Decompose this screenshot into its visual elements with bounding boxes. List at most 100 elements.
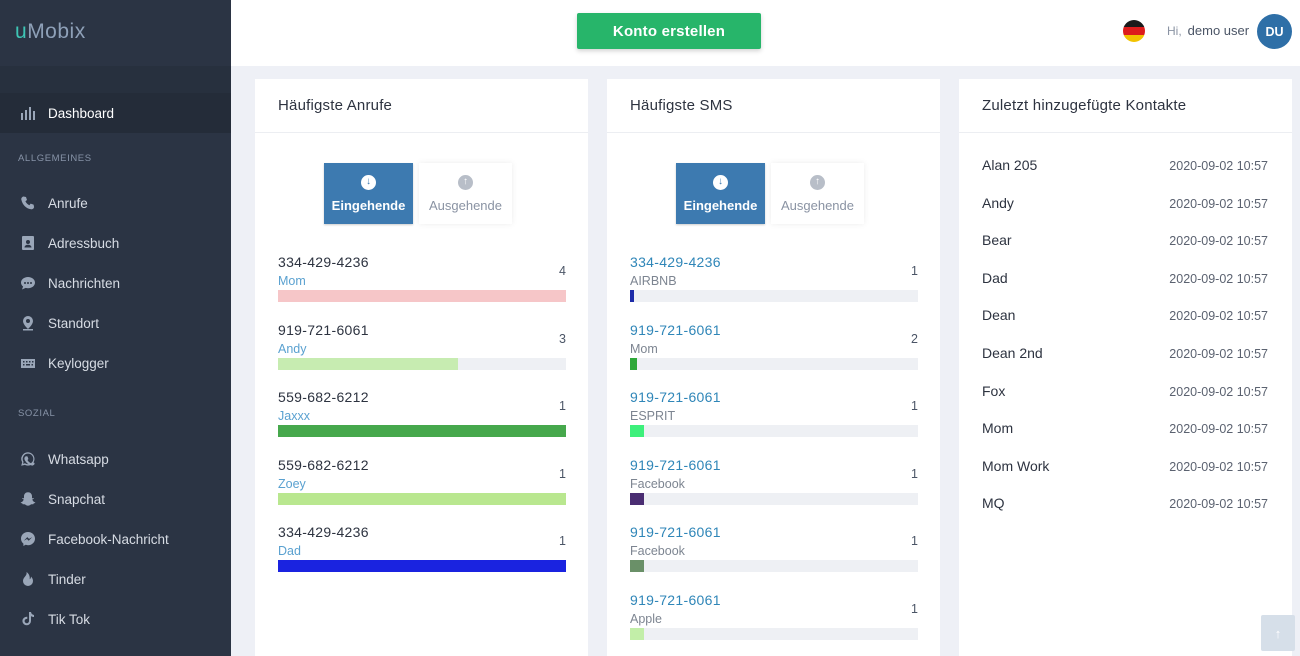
list-item[interactable]: 919-721-6061 ESPRIT 1 <box>630 389 918 449</box>
contact-name: Mom <box>982 420 1014 437</box>
phone-number[interactable]: 919-721-6061 <box>630 524 721 540</box>
card-title: Häufigste Anrufe <box>255 79 588 133</box>
sidebar-item-address-book[interactable]: Adressbuch <box>0 223 231 263</box>
contact-name: Dean <box>982 307 1016 324</box>
outgoing-tab[interactable]: ↑ Ausgehende <box>771 163 864 224</box>
contact-name: Bear <box>982 232 1012 249</box>
germany-flag-icon[interactable] <box>1123 20 1145 42</box>
list-item[interactable]: 559-682-6212 Jaxxx 1 <box>278 389 566 449</box>
sidebar-item-whatsapp[interactable]: Whatsapp <box>0 439 231 479</box>
contact-date: 2020-09-02 10:57 <box>1169 234 1268 249</box>
sidebar-item-tiktok[interactable]: Tik Tok <box>0 599 231 639</box>
contact-name[interactable]: Dad <box>278 544 301 558</box>
sidebar-item-facebook-messenger[interactable]: Facebook-Nachricht <box>0 519 231 559</box>
progress-track <box>630 290 918 302</box>
contact-name: Andy <box>982 194 1014 211</box>
list-item[interactable]: 919-721-6061 Apple 1 <box>630 592 918 652</box>
tab-label: Eingehende <box>683 197 758 213</box>
address-book-icon <box>19 235 36 252</box>
progress-track <box>630 560 918 572</box>
contact-name[interactable]: Andy <box>278 341 307 356</box>
sidebar-item-label: Dashboard <box>48 105 115 121</box>
contact-name: Facebook <box>630 476 685 491</box>
scroll-to-top-button[interactable]: ↑ <box>1261 615 1295 651</box>
contact-row[interactable]: Dad 2020-09-02 10:57 <box>982 270 1268 308</box>
phone-number[interactable]: 919-721-6061 <box>630 321 721 338</box>
count: 2 <box>911 331 918 346</box>
user-greeting: Hi, demo user <box>1167 23 1249 38</box>
brand-logo[interactable]: uMobix <box>15 20 86 43</box>
sidebar-item-tinder[interactable]: Tinder <box>0 559 231 599</box>
phone-number: 919-721-6061 <box>278 321 369 338</box>
contact-date: 2020-09-02 10:57 <box>1169 497 1268 512</box>
list-item[interactable]: 919-721-6061 Facebook 1 <box>630 457 918 517</box>
username[interactable]: demo user <box>1187 23 1250 38</box>
progress-fill <box>278 425 566 437</box>
greeting-text: Hi, <box>1167 24 1182 38</box>
contact-name[interactable]: Jaxxx <box>278 409 310 423</box>
contact-name[interactable]: Zoey <box>278 476 306 491</box>
phone-number: 334-429-4236 <box>278 524 369 540</box>
avatar[interactable]: DU <box>1257 14 1292 49</box>
create-account-button[interactable]: Konto erstellen <box>577 13 761 49</box>
contact-date: 2020-09-02 10:57 <box>1169 271 1268 286</box>
list-item[interactable]: 919-721-6061 Facebook 1 <box>630 524 918 584</box>
tab-label: Ausgehende <box>428 197 502 213</box>
arrow-up-circle-icon: ↑ <box>810 174 825 190</box>
chat-bubble-icon <box>19 275 36 292</box>
contact-row[interactable]: Mom 2020-09-02 10:57 <box>982 420 1268 458</box>
incoming-tab[interactable]: ↓ Eingehende <box>324 163 413 224</box>
contact-name: AIRBNB <box>630 274 677 288</box>
incoming-tab[interactable]: ↓ Eingehende <box>676 163 765 224</box>
contact-row[interactable]: Mom Work 2020-09-02 10:57 <box>982 458 1268 496</box>
contact-name[interactable]: Mom <box>278 274 306 288</box>
contact-name: Facebook <box>630 544 685 558</box>
phone-number[interactable]: 919-721-6061 <box>630 456 721 473</box>
contact-row[interactable]: Fox 2020-09-02 10:57 <box>982 383 1268 421</box>
arrow-up-icon: ↑ <box>1274 625 1282 641</box>
outgoing-tab[interactable]: ↑ Ausgehende <box>419 163 512 224</box>
progress-fill <box>278 290 566 302</box>
phone-number[interactable]: 334-429-4236 <box>630 254 721 270</box>
count: 3 <box>559 331 566 346</box>
snapchat-icon <box>19 491 36 508</box>
phone-number[interactable]: 919-721-6061 <box>630 389 721 405</box>
sidebar-item-label: Nachrichten <box>48 275 121 291</box>
count: 1 <box>911 534 918 548</box>
progress-fill <box>278 492 566 505</box>
phone-icon <box>19 195 36 212</box>
progress-track <box>278 425 566 437</box>
contact-row[interactable]: MQ 2020-09-02 10:57 <box>982 495 1268 533</box>
card-title: Zuletzt hinzugefügte Kontakte <box>959 79 1292 133</box>
section-label-social: SOZIAL <box>18 408 56 419</box>
count: 1 <box>911 399 918 413</box>
list-item[interactable]: 334-429-4236 Mom 4 <box>278 254 566 314</box>
card-title: Häufigste SMS <box>607 79 940 133</box>
sidebar-spacer <box>0 66 231 93</box>
sidebar-item-calls[interactable]: Anrufe <box>0 183 231 223</box>
contact-row[interactable]: Alan 205 2020-09-02 10:57 <box>982 157 1268 195</box>
sidebar-item-keylogger[interactable]: Keylogger <box>0 343 231 383</box>
contact-name: Apple <box>630 611 662 626</box>
contact-date: 2020-09-02 10:57 <box>1169 159 1268 173</box>
progress-track <box>630 627 918 640</box>
list-item[interactable]: 919-721-6061 Mom 2 <box>630 322 918 382</box>
contact-row[interactable]: Andy 2020-09-02 10:57 <box>982 195 1268 233</box>
list-item[interactable]: 919-721-6061 Andy 3 <box>278 322 566 382</box>
progress-fill <box>630 357 637 370</box>
contact-row[interactable]: Bear 2020-09-02 10:57 <box>982 232 1268 270</box>
sidebar-item-messages[interactable]: Nachrichten <box>0 263 231 303</box>
contact-row[interactable]: Dean 2nd 2020-09-02 10:57 <box>982 345 1268 383</box>
list-item[interactable]: 559-682-6212 Zoey 1 <box>278 457 566 517</box>
contact-date: 2020-09-02 10:57 <box>1169 422 1268 437</box>
sidebar: uMobix Dashboard ALLGEMEINES Anrufe Adre… <box>0 0 231 656</box>
list-item[interactable]: 334-429-4236 Dad 1 <box>278 524 566 584</box>
sidebar-item-snapchat[interactable]: Snapchat <box>0 479 231 519</box>
sidebar-item-dashboard[interactable]: Dashboard <box>0 93 231 133</box>
sidebar-item-location[interactable]: Standort <box>0 303 231 343</box>
list-item[interactable]: 334-429-4236 AIRBNB 1 <box>630 254 918 314</box>
contact-row[interactable]: Dean 2020-09-02 10:57 <box>982 307 1268 345</box>
section-label-general: ALLGEMEINES <box>18 153 92 164</box>
progress-track <box>278 492 566 505</box>
phone-number[interactable]: 919-721-6061 <box>630 591 721 608</box>
